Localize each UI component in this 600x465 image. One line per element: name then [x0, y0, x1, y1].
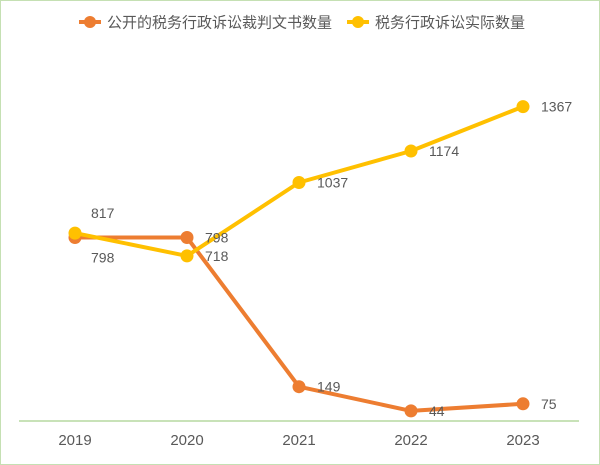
plot-area: 2019 2020 2021 2022 2023 798 798 149 44 75 817 718 1… — [19, 99, 579, 449]
data-label: 1367 — [541, 99, 572, 115]
legend-dot-marker — [352, 16, 365, 28]
data-point — [404, 144, 418, 158]
legend-label: 公开的税务行政诉讼裁判文书数量 — [107, 14, 332, 32]
data-label: 798 — [91, 250, 115, 266]
data-label: 718 — [205, 248, 229, 264]
x-tick-label: 2022 — [394, 432, 427, 449]
data-label: 798 — [205, 230, 229, 246]
legend-item-published-judgments: 公开的税务行政诉讼裁判文书数量 — [79, 14, 332, 32]
data-label: 1174 — [429, 143, 459, 159]
data-point — [68, 226, 82, 240]
legend: 公开的税务行政诉讼裁判文书数量 税务行政诉讼实际数量 — [79, 14, 525, 32]
legend-dot-marker — [84, 16, 96, 28]
x-tick-label: 2023 — [506, 432, 539, 449]
series-2 — [68, 100, 530, 263]
data-point — [292, 380, 306, 394]
data-point — [516, 397, 530, 411]
x-tick-label: 2020 — [170, 432, 203, 449]
data-label: 44 — [429, 403, 445, 419]
data-point — [180, 249, 194, 263]
data-point — [180, 231, 194, 244]
data-label: 149 — [317, 379, 341, 395]
legend-label: 税务行政诉讼实际数量 — [375, 14, 525, 32]
data-label: 817 — [91, 205, 115, 221]
legend-item-actual-cases: 税务行政诉讼实际数量 — [347, 14, 525, 32]
data-point — [404, 404, 418, 418]
x-tick-label: 2021 — [282, 432, 315, 449]
data-point — [516, 100, 530, 114]
x-tick-label: 2019 — [58, 432, 91, 449]
data-label: 75 — [541, 396, 557, 412]
data-label: 1037 — [317, 175, 348, 191]
data-point — [292, 176, 306, 189]
